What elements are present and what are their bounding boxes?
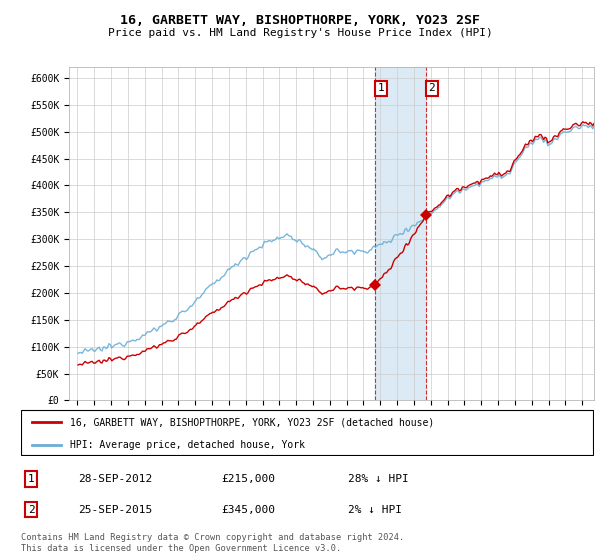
Text: 2: 2 xyxy=(28,505,35,515)
Text: 2% ↓ HPI: 2% ↓ HPI xyxy=(347,505,401,515)
Text: 28-SEP-2012: 28-SEP-2012 xyxy=(79,474,152,484)
Text: 1: 1 xyxy=(28,474,35,484)
Text: £215,000: £215,000 xyxy=(221,474,275,484)
Text: £345,000: £345,000 xyxy=(221,505,275,515)
Text: 1: 1 xyxy=(378,83,385,94)
Text: Price paid vs. HM Land Registry's House Price Index (HPI): Price paid vs. HM Land Registry's House … xyxy=(107,28,493,38)
Text: 16, GARBETT WAY, BISHOPTHORPE, YORK, YO23 2SF (detached house): 16, GARBETT WAY, BISHOPTHORPE, YORK, YO2… xyxy=(70,417,434,427)
Text: 2: 2 xyxy=(428,83,435,94)
FancyBboxPatch shape xyxy=(21,410,593,455)
Bar xyxy=(376,67,426,400)
Text: 16, GARBETT WAY, BISHOPTHORPE, YORK, YO23 2SF: 16, GARBETT WAY, BISHOPTHORPE, YORK, YO2… xyxy=(120,14,480,27)
Text: HPI: Average price, detached house, York: HPI: Average price, detached house, York xyxy=(70,440,305,450)
Text: 28% ↓ HPI: 28% ↓ HPI xyxy=(347,474,409,484)
Text: Contains HM Land Registry data © Crown copyright and database right 2024.
This d: Contains HM Land Registry data © Crown c… xyxy=(21,533,404,553)
Text: 25-SEP-2015: 25-SEP-2015 xyxy=(79,505,152,515)
